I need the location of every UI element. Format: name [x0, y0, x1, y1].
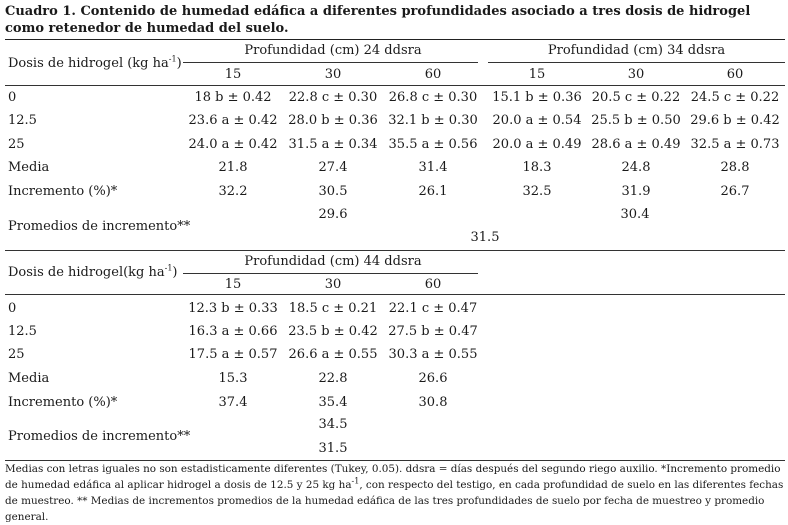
table2-cell: 16.3 a ± 0.66 — [188, 324, 278, 339]
table2-cell: 30.8 — [418, 395, 448, 410]
table2-row-label: 0 — [8, 301, 17, 316]
table1-cell: 32.5 a ± 0.73 — [690, 137, 780, 152]
table2-header-rule — [5, 294, 785, 295]
table2-group-44: Profundidad (cm) 44 ddsra — [244, 254, 422, 269]
table1-depth-header: 15 — [528, 67, 546, 82]
table1-header-rule — [5, 85, 785, 86]
table1-cell: 22.8 c ± 0.30 — [288, 90, 378, 105]
table1-cell: 31.5 a ± 0.34 — [288, 137, 378, 152]
table1-cell: 28.0 b ± 0.36 — [288, 113, 378, 128]
table1-cell: 35.5 a ± 0.56 — [388, 137, 478, 152]
table2-cell: 26.6 a ± 0.55 — [288, 347, 378, 362]
table1-cell: 24.8 — [621, 160, 651, 175]
table1-cell: 32.2 — [218, 184, 248, 199]
table1-top-rule — [5, 39, 785, 40]
table1-cell: 27.4 — [318, 160, 348, 175]
table1-group-24: Profundidad (cm) 24 ddsra — [244, 43, 422, 58]
table1-promedios-label: Promedios de incremento** — [8, 219, 191, 234]
table2-cell: 22.1 c ± 0.47 — [388, 301, 478, 316]
table1-row-label: Incremento (%)* — [8, 184, 118, 199]
table1-depth-header: 60 — [726, 67, 744, 82]
table1-cell: 24.5 c ± 0.22 — [690, 90, 780, 105]
table2-row-header: Dosis de hidrogel(kg ha-1) — [8, 263, 178, 280]
table1-group-34: Profundidad (cm) 34 ddsra — [547, 43, 726, 58]
table2-depth-header: 30 — [324, 277, 342, 292]
table2-cell: 35.4 — [318, 395, 348, 410]
table-footnote: Medias con letras iguales no son estadis… — [5, 463, 784, 523]
table1-row-header: Dosis de hidrogel (kg ha-1) — [8, 54, 182, 71]
table1-cell: 28.6 a ± 0.49 — [591, 137, 681, 152]
table2-cell: 27.5 b ± 0.47 — [388, 324, 478, 339]
table1-cell: 30.5 — [318, 184, 348, 199]
table1-avg-24: 29.6 — [318, 207, 348, 222]
table1-cell: 31.4 — [418, 160, 448, 175]
table1-row-label: Media — [8, 160, 50, 175]
table2-cell: 17.5 a ± 0.57 — [188, 347, 278, 362]
table1-row-label: 0 — [8, 90, 17, 105]
table2-avg-44: 34.5 — [318, 417, 348, 432]
table2-cell: 23.5 b ± 0.42 — [288, 324, 378, 339]
table2-row-label: Media — [8, 371, 50, 386]
table1-avg-34: 30.4 — [620, 207, 650, 222]
table1-group-rule-2 — [488, 62, 785, 63]
table2-row-label: Incremento (%)* — [8, 395, 118, 410]
table2-cell: 22.8 — [318, 371, 348, 386]
table-caption: Cuadro 1. Contenido de humedad edáfica a… — [5, 4, 751, 36]
table1-depth-header: 15 — [224, 67, 242, 82]
table1-cell: 32.5 — [522, 184, 552, 199]
table1-depth-header: 30 — [324, 67, 342, 82]
table1-cell: 20.0 a ± 0.54 — [492, 113, 582, 128]
table1-cell: 18.3 — [522, 160, 552, 175]
table2-cell: 12.3 b ± 0.33 — [188, 301, 278, 316]
table1-cell: 32.1 b ± 0.30 — [388, 113, 478, 128]
table1-row-label: 12.5 — [8, 113, 37, 128]
table1-cell: 20.5 c ± 0.22 — [591, 90, 681, 105]
table1-cell: 18 b ± 0.42 — [194, 90, 272, 105]
table2-group-rule — [183, 273, 478, 274]
table1-row-label: 25 — [8, 137, 25, 152]
table1-cell: 26.1 — [418, 184, 448, 199]
table1-depth-header: 30 — [627, 67, 645, 82]
table1-overall-avg: 31.5 — [470, 230, 500, 245]
table2-promedios-label: Promedios de incremento** — [8, 429, 191, 444]
table2-cell: 18.5 c ± 0.21 — [288, 301, 378, 316]
table2-cell: 37.4 — [218, 395, 248, 410]
table1-cell: 28.8 — [720, 160, 750, 175]
table1-group-rule-1 — [183, 62, 478, 63]
table1-cell: 15.1 b ± 0.36 — [492, 90, 582, 105]
table2-bottom-rule — [5, 460, 785, 461]
table2-depth-header: 15 — [224, 277, 242, 292]
table1-cell: 31.9 — [621, 184, 651, 199]
table1-cell: 21.8 — [218, 160, 248, 175]
table2-row-label: 12.5 — [8, 324, 37, 339]
table1-depth-header: 60 — [424, 67, 442, 82]
table2-row-label: 25 — [8, 347, 25, 362]
table1-cell: 25.5 b ± 0.50 — [591, 113, 681, 128]
table1-cell: 24.0 a ± 0.42 — [188, 137, 278, 152]
table2-cell: 26.6 — [418, 371, 448, 386]
table1-cell: 29.6 b ± 0.42 — [690, 113, 780, 128]
table1-bottom-rule — [5, 250, 785, 251]
table2-overall-avg: 31.5 — [318, 441, 348, 456]
table2-cell: 15.3 — [218, 371, 248, 386]
table2-depth-header: 60 — [424, 277, 442, 292]
table1-cell: 20.0 a ± 0.49 — [492, 137, 582, 152]
table1-cell: 23.6 a ± 0.42 — [188, 113, 278, 128]
table1-cell: 26.8 c ± 0.30 — [388, 90, 478, 105]
table1-cell: 26.7 — [720, 184, 750, 199]
table2-cell: 30.3 a ± 0.55 — [388, 347, 478, 362]
